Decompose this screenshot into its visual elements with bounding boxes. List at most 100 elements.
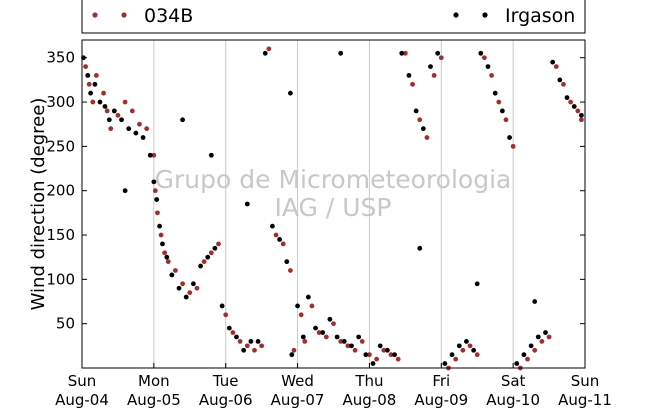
data-point-034b — [525, 356, 530, 362]
data-point-irgason — [92, 81, 98, 87]
data-point-irgason — [241, 347, 247, 353]
data-point-034b — [108, 126, 114, 132]
data-point-034b — [352, 347, 358, 353]
data-point-034b — [453, 356, 459, 362]
data-point-034b — [152, 188, 158, 194]
data-point-irgason — [277, 237, 283, 242]
y-tick-label: 100 — [46, 270, 75, 288]
x-tick-label-day: Sun — [68, 372, 97, 390]
data-point-irgason — [133, 130, 139, 136]
data-point-034b — [553, 64, 559, 69]
data-point-irgason — [160, 241, 165, 247]
plot-background — [82, 40, 585, 368]
data-point-034b — [151, 152, 157, 158]
data-point-034b — [101, 90, 106, 96]
data-point-034b — [489, 73, 494, 78]
data-point-irgason — [521, 352, 527, 358]
data-point-034b — [223, 312, 229, 318]
data-point-034b — [216, 241, 221, 247]
data-point-irgason — [305, 294, 311, 300]
data-point-irgason — [190, 281, 196, 287]
data-point-034b — [568, 99, 574, 105]
data-point-irgason — [119, 117, 124, 123]
legend-marker-034b-2 — [121, 12, 127, 18]
data-point-irgason — [198, 263, 203, 269]
data-point-irgason — [341, 339, 347, 344]
data-point-irgason — [300, 334, 306, 340]
data-point-irgason — [313, 325, 318, 331]
data-point-034b — [338, 339, 344, 344]
data-point-irgason — [88, 90, 94, 96]
data-point-irgason — [212, 245, 218, 251]
data-point-irgason — [164, 254, 170, 260]
legend-marker-irgason-1 — [453, 12, 459, 18]
data-point-irgason — [363, 352, 369, 358]
data-point-irgason — [543, 330, 548, 335]
x-tick-label-date: Aug-05 — [127, 391, 181, 409]
data-point-034b — [503, 117, 509, 123]
data-point-irgason — [338, 50, 344, 56]
data-point-034b — [83, 64, 88, 69]
data-point-034b — [395, 356, 401, 362]
data-point-034b — [165, 259, 171, 265]
data-point-irgason — [564, 95, 570, 101]
plot-frame — [81, 39, 586, 369]
data-point-034b — [575, 108, 581, 114]
legend-frame — [81, 0, 586, 34]
y-tick-label: 150 — [46, 226, 75, 244]
data-point-irgason — [478, 50, 484, 56]
data-point-irgason — [97, 99, 103, 105]
data-point-irgason — [219, 303, 225, 309]
data-point-irgason — [571, 104, 577, 109]
legend: 034B Irgason — [81, 0, 586, 34]
x-tick-label-date: Aug-08 — [343, 391, 397, 409]
data-point-034b — [287, 268, 293, 273]
data-point-irgason — [176, 285, 182, 291]
x-tick-label-day: Wed — [281, 372, 314, 390]
data-point-034b — [252, 347, 257, 353]
data-point-irgason — [406, 73, 412, 78]
data-point-irgason — [295, 303, 300, 309]
data-point-irgason — [384, 347, 390, 353]
data-point-irgason — [205, 254, 211, 260]
data-point-034b — [359, 339, 365, 344]
data-point-034b — [158, 232, 164, 238]
data-point-irgason — [147, 152, 153, 158]
data-point-034b — [438, 55, 444, 61]
data-point-034b — [129, 108, 135, 114]
data-point-034b — [104, 108, 110, 114]
legend-marker-034b-1 — [92, 12, 98, 18]
data-point-irgason — [248, 339, 254, 344]
x-tick-label-day: Sun — [571, 372, 600, 390]
data-point-034b — [331, 321, 336, 327]
data-point-034b — [402, 50, 408, 56]
data-point-034b — [417, 117, 423, 123]
data-point-034b — [381, 347, 387, 353]
data-point-034b — [367, 352, 372, 358]
data-point-irgason — [356, 334, 362, 340]
data-point-irgason — [122, 188, 128, 194]
data-point-irgason — [435, 50, 441, 56]
data-point-irgason — [126, 126, 132, 132]
data-point-034b — [162, 250, 168, 256]
x-tick-label-date: Aug-07 — [271, 391, 325, 409]
data-point-034b — [309, 303, 315, 309]
data-point-irgason — [327, 316, 333, 322]
data-point-irgason — [442, 361, 448, 366]
data-point-034b — [187, 290, 193, 296]
data-point-irgason — [151, 179, 157, 185]
data-point-irgason — [349, 343, 354, 349]
data-point-irgason — [532, 299, 538, 304]
data-point-034b — [194, 285, 200, 291]
legend-marker-irgason-2 — [482, 12, 488, 18]
data-point-irgason — [169, 272, 175, 278]
x-tick-label-day: Mon — [138, 372, 170, 390]
data-point-034b — [323, 334, 329, 340]
data-point-irgason — [111, 108, 117, 114]
data-point-034b — [316, 330, 322, 335]
data-point-034b — [532, 347, 538, 353]
data-point-irgason — [550, 59, 556, 65]
data-point-irgason — [535, 334, 541, 340]
x-tick-label-date: Aug-09 — [414, 391, 468, 409]
data-point-irgason — [420, 126, 426, 132]
